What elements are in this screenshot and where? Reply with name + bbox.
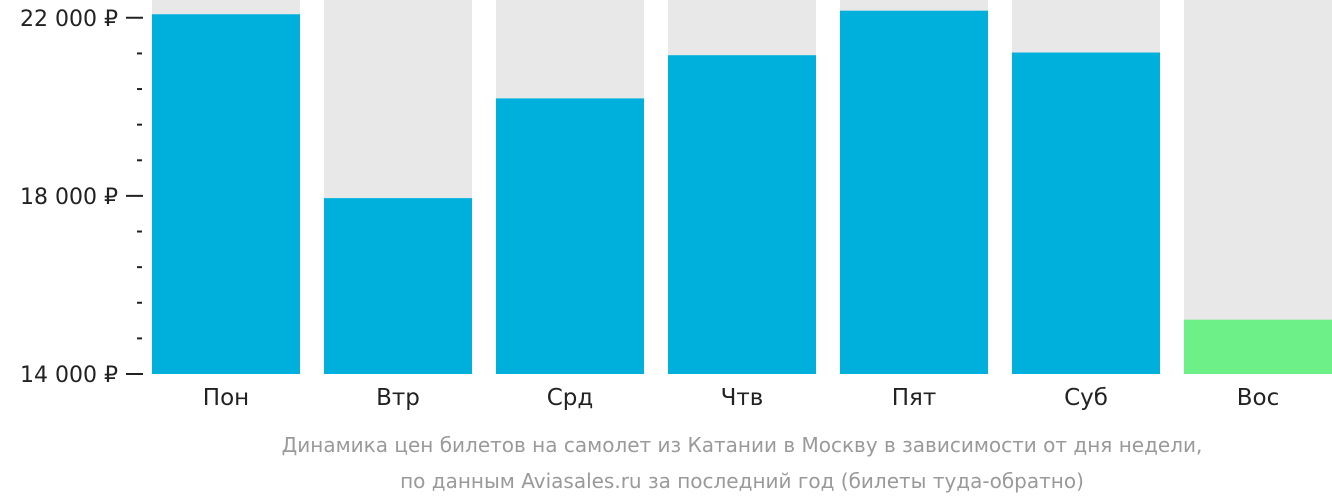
bar-5[interactable] xyxy=(1012,52,1160,375)
caption-line-1: Динамика цен билетов на самолет из Катан… xyxy=(282,433,1203,457)
y-tick-label-0: 14 000 ₽ xyxy=(20,363,118,388)
bars xyxy=(152,10,1332,375)
y-tick-label-2: 22 000 ₽ xyxy=(20,7,118,32)
bar-4[interactable] xyxy=(840,10,988,375)
bar-3[interactable] xyxy=(668,55,816,374)
x-tick-label-2: Срд xyxy=(547,385,594,411)
caption-line-2: по данным Aviasales.ru за последний год … xyxy=(400,469,1084,493)
x-tick-label-5: Суб xyxy=(1064,385,1108,411)
x-tick-label-4: Пят xyxy=(892,385,937,411)
y-axis: 14 000 ₽ 18 000 ₽ 22 000 ₽ xyxy=(20,7,143,388)
bar-6[interactable] xyxy=(1184,319,1332,374)
column-bg-6 xyxy=(1184,0,1332,374)
bar-0[interactable] xyxy=(152,14,300,374)
bar-2[interactable] xyxy=(496,98,644,375)
y-tick-label-1: 18 000 ₽ xyxy=(20,185,118,210)
x-tick-label-3: Чтв xyxy=(721,385,764,411)
x-tick-label-6: Вос xyxy=(1237,385,1280,411)
bar-1[interactable] xyxy=(324,198,472,374)
x-axis: Пон Втр Срд Чтв Пят Суб Вос xyxy=(203,385,1279,411)
x-tick-label-0: Пон xyxy=(203,385,249,411)
x-tick-label-1: Втр xyxy=(376,385,420,411)
